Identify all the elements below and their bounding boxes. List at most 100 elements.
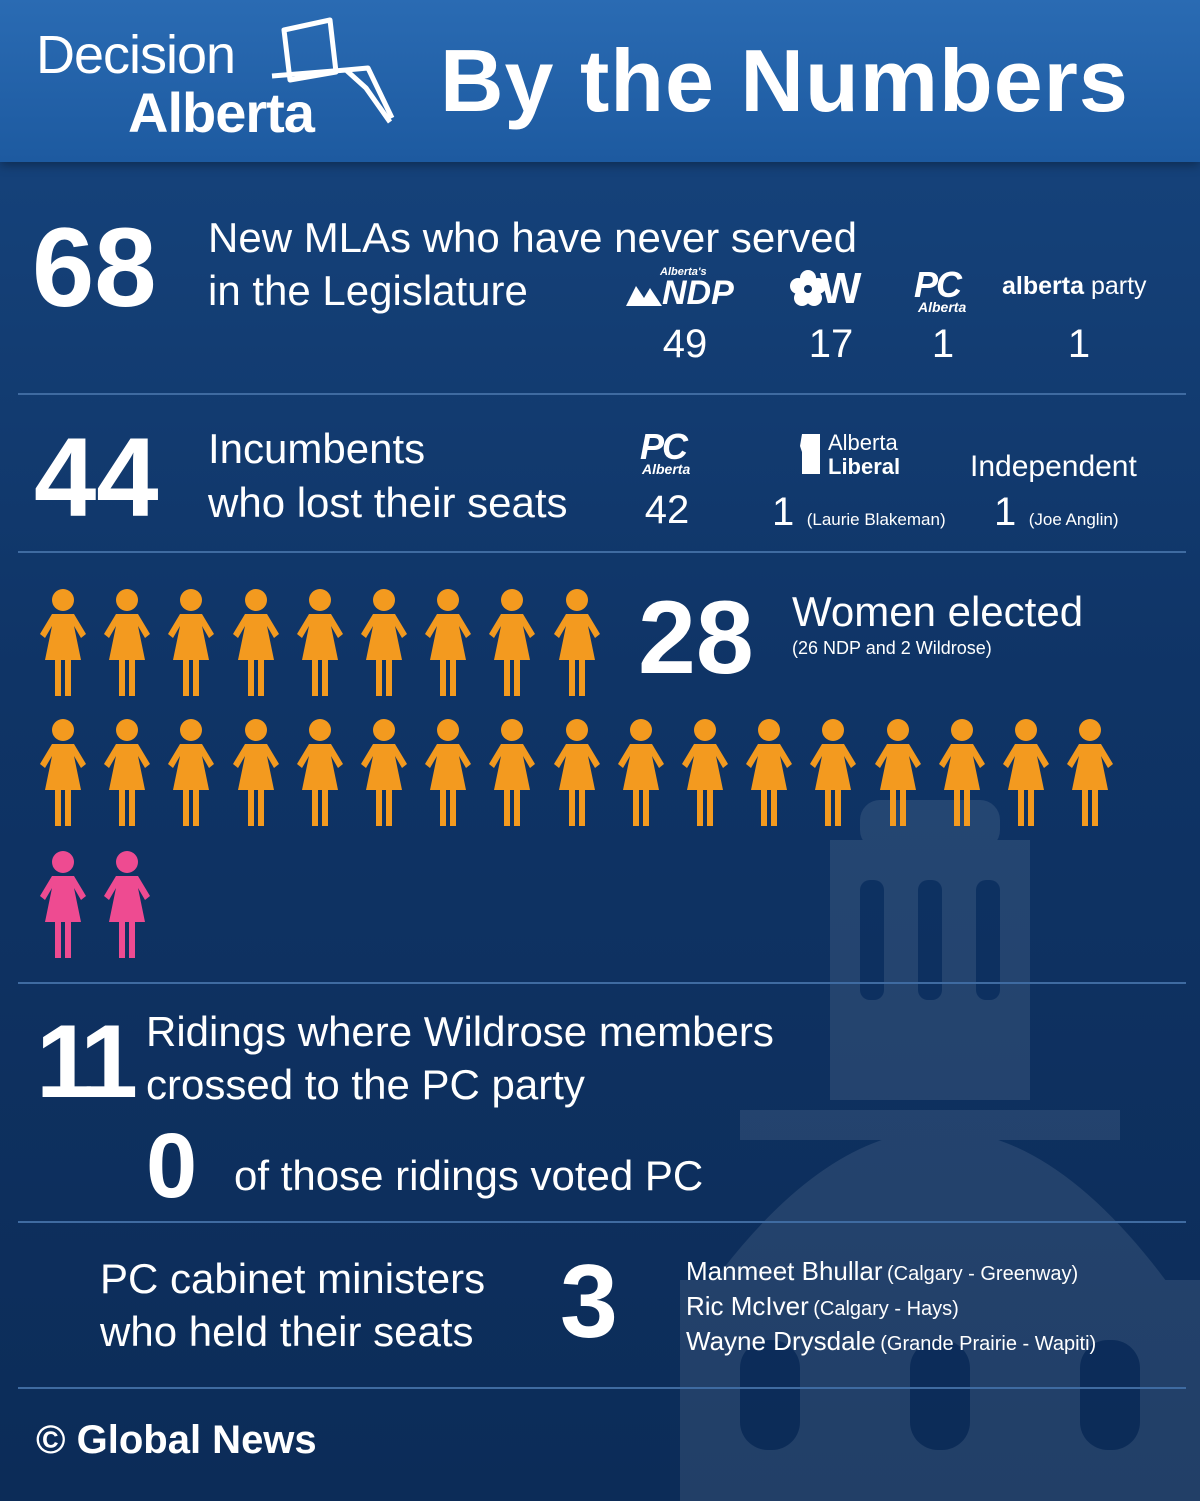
minister-riding: (Calgary - Greenway) bbox=[887, 1263, 1079, 1285]
ndp-logo-small-text: Alberta's bbox=[660, 266, 707, 278]
minister-name: Ric McIver bbox=[686, 1291, 809, 1321]
new-mlas-number: 68 bbox=[32, 205, 157, 330]
woman-ndp-figure bbox=[676, 718, 734, 828]
wildrose-logo: W bbox=[790, 264, 874, 313]
women-label: Women elected bbox=[792, 588, 1084, 635]
section-divider bbox=[18, 393, 1186, 395]
incumbents-label-line1: Incumbents bbox=[208, 425, 426, 472]
liberal-lost-name: (Laurie Blakeman) bbox=[806, 510, 946, 529]
ridings-number: 11 bbox=[36, 1004, 138, 1120]
woman-ndp-figure bbox=[227, 718, 285, 828]
header-banner: Decision Alberta By the Numbers bbox=[0, 0, 1200, 162]
alberta-party-logo-bold: alberta bbox=[1002, 272, 1084, 300]
ridings-label-line2: crossed to the PC party bbox=[146, 1061, 585, 1108]
woman-ndp-figure bbox=[291, 718, 349, 828]
woman-ndp-figure bbox=[997, 718, 1055, 828]
minister-list-item: Ric McIver (Calgary - Hays) bbox=[686, 1291, 959, 1323]
independent-lost-count: 1 bbox=[994, 490, 1017, 534]
zero-number: 0 bbox=[146, 1115, 198, 1217]
women-note: (26 NDP and 2 Wildrose) bbox=[792, 638, 992, 658]
pc-logo-incumbents: PC Alberta bbox=[640, 426, 700, 480]
woman-ndp-figure bbox=[34, 718, 92, 828]
liberal-logo-line1: Alberta bbox=[828, 430, 898, 455]
woman-ndp-figure bbox=[419, 588, 477, 698]
woman-ndp-figure bbox=[98, 718, 156, 828]
ministers-label-line1: PC cabinet ministers bbox=[100, 1255, 486, 1302]
woman-ndp-figure bbox=[740, 718, 798, 828]
pc-new-count: 1 bbox=[931, 322, 955, 366]
woman-ndp-figure bbox=[419, 718, 477, 828]
new-mlas-label-line2: in the Legislature bbox=[208, 267, 528, 314]
ndp-new-count: 49 bbox=[662, 322, 708, 366]
ministers-label-line2: who held their seats bbox=[100, 1308, 474, 1355]
liberal-logo-line2: Liberal bbox=[828, 454, 901, 479]
footer-source: Global News bbox=[76, 1418, 317, 1462]
woman-ndp-figure bbox=[483, 588, 541, 698]
minister-name: Wayne Drysdale bbox=[686, 1326, 876, 1356]
woman-ndp-figure bbox=[34, 588, 92, 698]
woman-ndp-figure bbox=[483, 718, 541, 828]
woman-ndp-figure bbox=[933, 718, 991, 828]
pc-logo-text: PC bbox=[914, 264, 962, 305]
footer-credit: © Global News bbox=[36, 1418, 317, 1463]
alberta-liberal-logo: Alberta Liberal bbox=[800, 430, 920, 482]
woman-ndp-figure bbox=[98, 588, 156, 698]
pc-logo-sub: Alberta bbox=[918, 299, 967, 315]
minister-name: Manmeet Bhullar bbox=[686, 1256, 883, 1286]
zero-label: of those ridings voted PC bbox=[234, 1152, 704, 1199]
liberal-lost-entry: 1 (Laurie Blakeman) bbox=[772, 490, 946, 535]
section-divider bbox=[18, 551, 1186, 553]
independent-label: Independent bbox=[970, 450, 1137, 483]
section-divider bbox=[18, 1387, 1186, 1389]
ndp-tree-icon bbox=[626, 286, 662, 306]
pc-lost-count: 42 bbox=[644, 488, 690, 532]
woman-ndp-figure bbox=[1061, 718, 1119, 828]
incumbents-number: 44 bbox=[34, 415, 159, 540]
ridings-label-line1: Ridings where Wildrose members bbox=[146, 1008, 774, 1055]
woman-ndp-figure bbox=[869, 718, 927, 828]
ndp-logo: Alberta's NDP bbox=[626, 266, 746, 314]
alberta-party-logo-light: party bbox=[1090, 272, 1147, 300]
ministers-number: 3 bbox=[560, 1244, 618, 1360]
pc-logo-sub: Alberta bbox=[642, 461, 691, 477]
woman-ndp-figure bbox=[355, 588, 413, 698]
pc-logo-text: PC bbox=[640, 426, 688, 467]
incumbents-label-line2: who lost their seats bbox=[208, 479, 568, 526]
woman-ndp-figure bbox=[612, 718, 670, 828]
woman-ndp-figure bbox=[548, 718, 606, 828]
minister-riding: (Calgary - Hays) bbox=[813, 1298, 959, 1320]
minister-list-item: Manmeet Bhullar (Calgary - Greenway) bbox=[686, 1256, 1078, 1288]
woman-ndp-figure bbox=[355, 718, 413, 828]
minister-list-item: Wayne Drysdale (Grande Prairie - Wapiti) bbox=[686, 1326, 1096, 1358]
wildrose-logo-text: W bbox=[820, 264, 862, 313]
woman-ndp-figure bbox=[804, 718, 862, 828]
independent-lost-name: (Joe Anglin) bbox=[1028, 510, 1119, 529]
woman-ndp-figure bbox=[548, 588, 606, 698]
women-number: 28 bbox=[638, 580, 754, 696]
wildrose-flower-icon bbox=[790, 270, 826, 306]
legislature-background-image bbox=[680, 800, 1200, 1501]
section-divider bbox=[18, 1221, 1186, 1223]
logo-decision-text: Decision bbox=[36, 25, 236, 85]
page-title: By the Numbers bbox=[440, 31, 1129, 130]
woman-ndp-figure bbox=[162, 718, 220, 828]
ballot-box-icon bbox=[271, 17, 395, 124]
woman-ndp-figure bbox=[162, 588, 220, 698]
alberta-party-logo: alberta party bbox=[1002, 272, 1147, 301]
pc-logo-new: PC Alberta bbox=[914, 264, 974, 316]
new-mlas-label-line1: New MLAs who have never served bbox=[208, 214, 857, 261]
woman-wildrose-figure bbox=[34, 850, 92, 960]
copyright-symbol: © bbox=[36, 1418, 66, 1462]
woman-wildrose-figure bbox=[98, 850, 156, 960]
minister-riding: (Grande Prairie - Wapiti) bbox=[880, 1333, 1097, 1355]
independent-lost-entry: 1 (Joe Anglin) bbox=[994, 490, 1118, 535]
woman-ndp-figure bbox=[291, 588, 349, 698]
section-divider bbox=[18, 982, 1186, 984]
wildrose-new-count: 17 bbox=[808, 322, 854, 366]
alberta-map-icon bbox=[800, 434, 820, 474]
liberal-lost-count: 1 bbox=[772, 490, 795, 534]
alberta-party-new-count: 1 bbox=[1067, 322, 1091, 366]
woman-ndp-figure bbox=[227, 588, 285, 698]
ndp-logo-text: NDP bbox=[662, 274, 734, 312]
logo-alberta-text: Alberta bbox=[128, 81, 315, 144]
